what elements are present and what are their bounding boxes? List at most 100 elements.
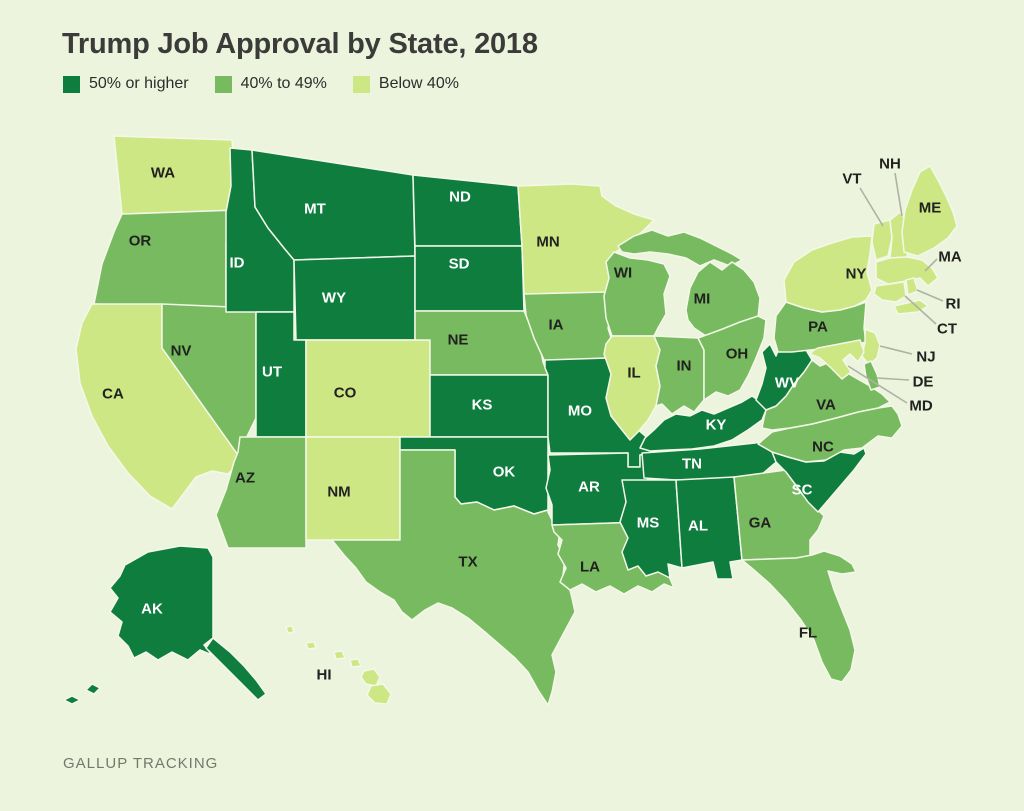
state-AL-label: AL (688, 517, 708, 534)
state-ME-shape (901, 165, 958, 257)
state-AL-shape (675, 476, 743, 580)
state-TN-label: TN (682, 455, 702, 472)
state-OR-shape (93, 209, 239, 313)
legend-label-high: 50% or higher (89, 75, 189, 92)
state-TX-shape (331, 449, 576, 706)
state-NY-shape (783, 235, 873, 313)
state-UT-label: UT (262, 363, 282, 380)
state-AR-label: AR (578, 478, 600, 495)
state-FL (741, 550, 857, 683)
state-CO (305, 339, 431, 438)
state-AK-shape (109, 545, 214, 661)
state-HI-shape (333, 650, 346, 660)
state-VT-label: VT (842, 170, 861, 187)
state-NJ (861, 328, 881, 366)
state-FL-label: FL (799, 624, 817, 641)
state-MT-label: MT (304, 200, 326, 217)
callout-line-DE (876, 377, 910, 381)
callout-line-RI (916, 289, 944, 302)
state-CA-label: CA (102, 385, 124, 402)
state-IN-shape (653, 335, 705, 415)
callout-line-NJ (879, 345, 913, 355)
state-HI-shape (360, 668, 381, 687)
state-DE-label: DE (913, 373, 934, 390)
state-MS-shape (619, 479, 683, 579)
state-NM (305, 436, 401, 541)
state-NJ-label: NJ (916, 348, 935, 365)
source-credit: GALLUP TRACKING (63, 755, 219, 772)
state-SD-shape (414, 245, 525, 312)
state-CT (873, 281, 907, 303)
state-AK (63, 545, 267, 705)
state-RI-label: RI (946, 295, 961, 312)
state-NH-label: NH (879, 155, 901, 172)
state-MI-shape (685, 261, 761, 337)
state-WV-label: WV (775, 374, 799, 391)
state-NV-label: NV (171, 342, 192, 359)
state-ID-label: ID (230, 254, 245, 271)
state-VA-label: VA (816, 396, 836, 413)
state-CO-label: CO (334, 384, 357, 401)
legend-item-high: 50% or higher (63, 75, 189, 93)
state-HI-shape (349, 658, 362, 668)
state-FL-shape (741, 550, 857, 683)
state-ME-label: ME (919, 199, 942, 216)
legend-swatch-low (352, 75, 370, 93)
state-AL (675, 476, 743, 580)
state-IA-label: IA (549, 316, 564, 333)
state-OH-shape (697, 315, 767, 401)
legend-swatch-high (63, 75, 80, 93)
state-NY-label: NY (846, 265, 867, 282)
state-NE-label: NE (448, 331, 469, 348)
state-CT-label: CT (937, 320, 957, 337)
state-NY (783, 235, 929, 315)
state-WY (293, 255, 416, 341)
state-AK-label: AK (141, 600, 163, 617)
legend-label-low: Below 40% (378, 75, 459, 92)
state-ND (412, 174, 523, 247)
state-CT-shape (873, 281, 907, 303)
state-OR-label: OR (129, 232, 152, 249)
state-MD-label: MD (909, 397, 932, 414)
state-MS (619, 479, 683, 579)
state-MI-shape (617, 229, 743, 267)
state-WY-label: WY (322, 289, 346, 306)
state-SD (414, 245, 525, 312)
state-NY-shape (893, 299, 929, 315)
state-SC-label: SC (792, 481, 813, 498)
state-MD-shape (809, 339, 865, 380)
state-AK-shape (205, 637, 267, 701)
state-IN (653, 335, 705, 415)
state-WI-label: WI (614, 264, 632, 281)
callout-line-VT (859, 187, 884, 227)
state-HI-shape (366, 683, 392, 705)
state-KY (639, 395, 767, 452)
state-WA (113, 135, 239, 215)
state-SD-label: SD (449, 255, 470, 272)
callout-line-CT (904, 295, 937, 325)
legend-label-mid: 40% to 49% (240, 75, 327, 92)
state-GA-label: GA (749, 514, 772, 531)
callout-line-MA (924, 258, 938, 272)
state-MO-label: MO (568, 402, 592, 419)
state-MI (617, 229, 761, 337)
state-NM-label: NM (327, 483, 350, 500)
legend-item-low: Below 40% (352, 75, 459, 93)
state-WA-label: WA (151, 164, 175, 181)
legend-item-mid: 40% to 49% (214, 75, 327, 93)
state-OH (697, 315, 767, 401)
state-MN-label: MN (536, 233, 559, 250)
callout-line-MD (847, 365, 908, 404)
state-AK-shape (85, 683, 101, 695)
state-NC-label: NC (812, 438, 834, 455)
state-KY-shape (639, 395, 767, 452)
state-MI-label: MI (694, 290, 711, 307)
state-IL-label: IL (627, 364, 640, 381)
state-MD (809, 339, 865, 380)
state-MS-label: MS (637, 514, 660, 531)
state-IN-label: IN (677, 357, 692, 374)
state-VT (871, 219, 893, 261)
state-KY-label: KY (706, 416, 727, 433)
state-NJ-shape (861, 328, 881, 366)
